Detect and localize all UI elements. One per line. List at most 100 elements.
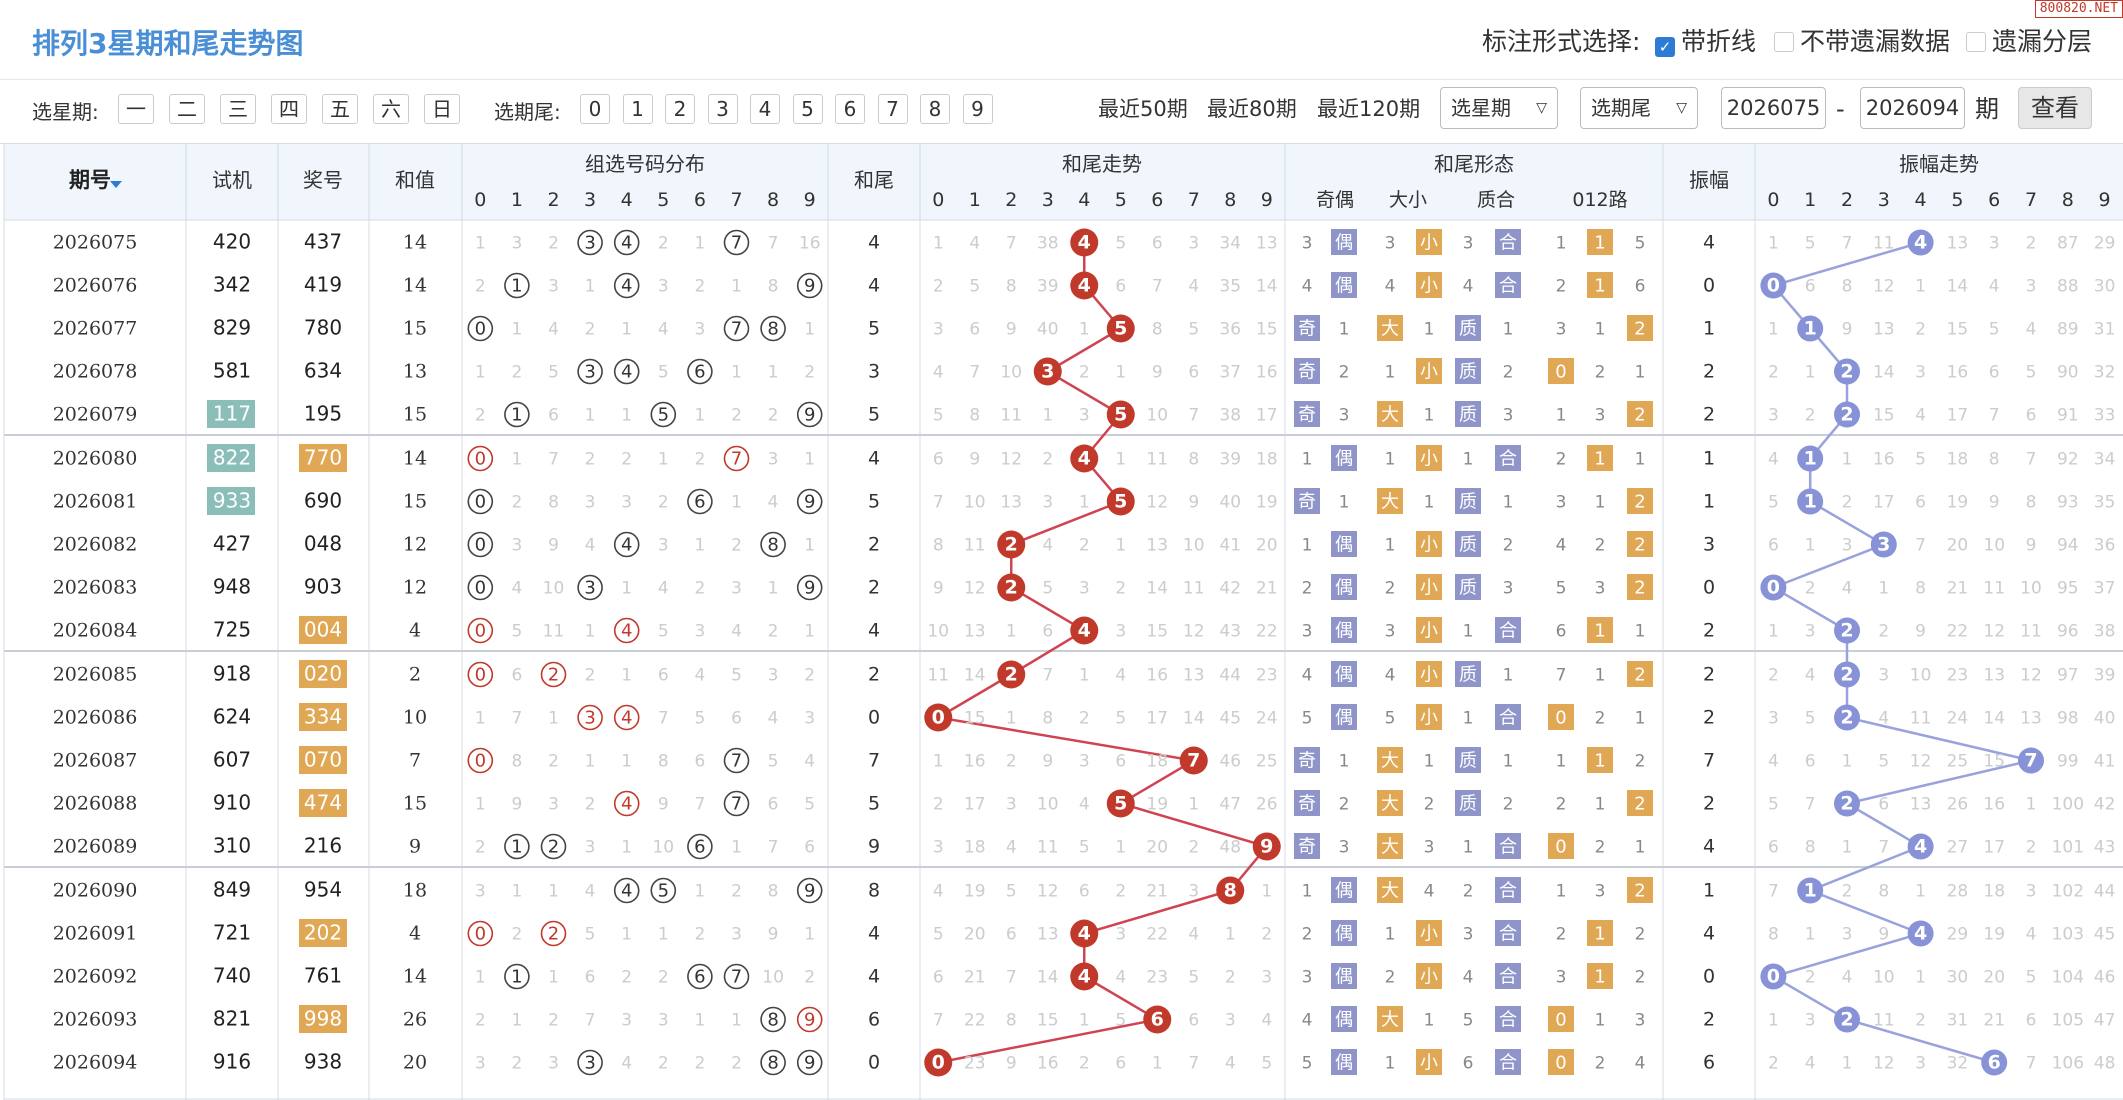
- form-miss: 1: [1424, 752, 1435, 772]
- weekday-button-2[interactable]: 二: [169, 94, 205, 124]
- option-with-line[interactable]: ✓ 带折线: [1655, 22, 1756, 58]
- amp-miss: 96: [2057, 622, 2079, 642]
- group-ball-num: 4: [621, 362, 632, 383]
- form-badge-text: 合: [1499, 967, 1517, 988]
- checkbox-checked-icon[interactable]: ✓: [1655, 37, 1675, 57]
- amp-miss: 3: [1768, 709, 1779, 729]
- amp-miss: 23: [1947, 666, 1969, 686]
- weekday-button-4[interactable]: 四: [271, 94, 307, 124]
- form-miss: 6: [1635, 277, 1646, 297]
- weekday-button-3[interactable]: 三: [220, 94, 256, 124]
- tail-miss: 1: [1188, 795, 1199, 815]
- amp-cell: 2: [1703, 1009, 1715, 1031]
- group-ball-num: 9: [804, 405, 815, 426]
- tail-miss: 2: [1042, 450, 1053, 470]
- group-ball: [796, 1006, 823, 1033]
- sum-cell: 2: [409, 664, 421, 686]
- form-miss: 3: [1463, 925, 1474, 945]
- tail-button-6[interactable]: 6: [835, 94, 865, 124]
- amp-miss: 1: [1805, 925, 1816, 945]
- title-bar: 排列3星期和尾走势图 标注形式选择: ✓ 带折线 不带遗漏数据 遗漏分层 8008…: [0, 0, 2123, 80]
- tail-miss: 2: [1079, 1054, 1090, 1074]
- tail-cell: 4: [868, 966, 880, 988]
- tail-miss: 1: [1115, 450, 1126, 470]
- table-row: [4, 220, 2123, 263]
- group-ball: [613, 531, 640, 558]
- form-badge-text: 小: [1420, 621, 1438, 642]
- weekday-button-5[interactable]: 五: [322, 94, 358, 124]
- amp-miss: 99: [2057, 752, 2079, 772]
- group-ball: [796, 272, 823, 299]
- amp-miss: 32: [2094, 363, 2116, 383]
- form-miss: 5: [1463, 1011, 1474, 1031]
- sum-cell: 7: [409, 750, 421, 772]
- tail-ball: [1252, 832, 1281, 861]
- recent-50-link[interactable]: 最近50期: [1098, 97, 1188, 121]
- tail-ball-num: 3: [1041, 361, 1054, 383]
- weekday-button-6[interactable]: 六: [373, 94, 409, 124]
- digit-header-0: 0: [932, 189, 944, 211]
- tail-select[interactable]: 选期尾 ▽: [1580, 87, 1698, 129]
- tail-button-1[interactable]: 1: [622, 94, 653, 124]
- table-row: [4, 436, 2123, 479]
- group-miss: 2: [694, 277, 705, 297]
- group-miss: 3: [768, 450, 779, 470]
- tail-miss: 2: [1006, 752, 1017, 772]
- amp-ball: [1870, 531, 1897, 558]
- tail-ball-num: 5: [1114, 491, 1127, 513]
- tail-button-3[interactable]: 3: [707, 94, 738, 124]
- tail-cell: 7: [868, 750, 880, 772]
- form-miss: 2: [1302, 925, 1313, 945]
- tail-button-9[interactable]: 9: [962, 94, 993, 124]
- amp-cell: 1: [1703, 318, 1715, 340]
- group-miss: 4: [511, 579, 522, 599]
- tail-button-7[interactable]: 7: [877, 94, 908, 124]
- tail-miss: 3: [1115, 622, 1126, 642]
- issue-cell: 2026092: [53, 966, 138, 988]
- amp-miss: 7: [1842, 234, 1853, 254]
- weekday-select[interactable]: 选星期 ▽: [1440, 87, 1558, 129]
- from-issue-input[interactable]: 2026075: [1721, 87, 1826, 129]
- to-issue-input[interactable]: 2026094: [1860, 87, 1965, 129]
- tail-button-4[interactable]: 4: [750, 94, 780, 124]
- tail-ball-num: 4: [1078, 923, 1091, 945]
- amp-miss: 3: [1842, 536, 1853, 556]
- checkbox-icon[interactable]: [1966, 32, 1986, 52]
- amp-miss: 1: [1805, 363, 1816, 383]
- group-miss: 1: [585, 752, 596, 772]
- tail-button-8[interactable]: 8: [920, 94, 950, 124]
- tail-button-5[interactable]: 5: [792, 94, 823, 124]
- amp-miss: 24: [1947, 709, 1969, 729]
- tail-miss: 8: [1006, 277, 1017, 297]
- form-badge: [1495, 833, 1521, 859]
- query-button[interactable]: 查看: [2018, 87, 2092, 129]
- checkbox-icon[interactable]: [1774, 32, 1794, 52]
- tail-miss: 1: [1079, 493, 1090, 513]
- group-ball: [723, 229, 750, 256]
- trial-cell: 849: [213, 878, 251, 902]
- amp-miss: 12: [1873, 277, 1895, 297]
- tail-ball: [1070, 444, 1099, 473]
- group-miss: 2: [694, 925, 705, 945]
- group-miss: 1: [621, 752, 632, 772]
- form-badge-text: 偶: [1335, 665, 1353, 686]
- group-miss: 1: [548, 968, 559, 988]
- form-badge: [1416, 445, 1442, 471]
- trial-header: 试机: [212, 168, 252, 192]
- tail-button-0[interactable]: 0: [580, 94, 610, 124]
- digit-header-8: 8: [1224, 189, 1236, 211]
- option-without-miss-data[interactable]: 不带遗漏数据: [1774, 22, 1950, 58]
- weekday-button-7[interactable]: 日: [424, 94, 460, 124]
- tail-miss: 39: [1037, 277, 1059, 297]
- amp-ball-num: 6: [1988, 1052, 2001, 1074]
- recent-80-link[interactable]: 最近80期: [1207, 97, 1297, 121]
- group-ball: [577, 229, 603, 256]
- weekday-button-1[interactable]: 一: [118, 94, 154, 124]
- amp-miss: 1: [2026, 795, 2037, 815]
- option-miss-layers[interactable]: 遗漏分层: [1966, 22, 2092, 58]
- recent-120-link[interactable]: 最近120期: [1317, 97, 1421, 121]
- amp-miss: 9: [1842, 320, 1853, 340]
- amp-miss: 44: [2094, 882, 2116, 902]
- tail-button-2[interactable]: 2: [665, 94, 695, 124]
- form-badge: [1294, 833, 1320, 859]
